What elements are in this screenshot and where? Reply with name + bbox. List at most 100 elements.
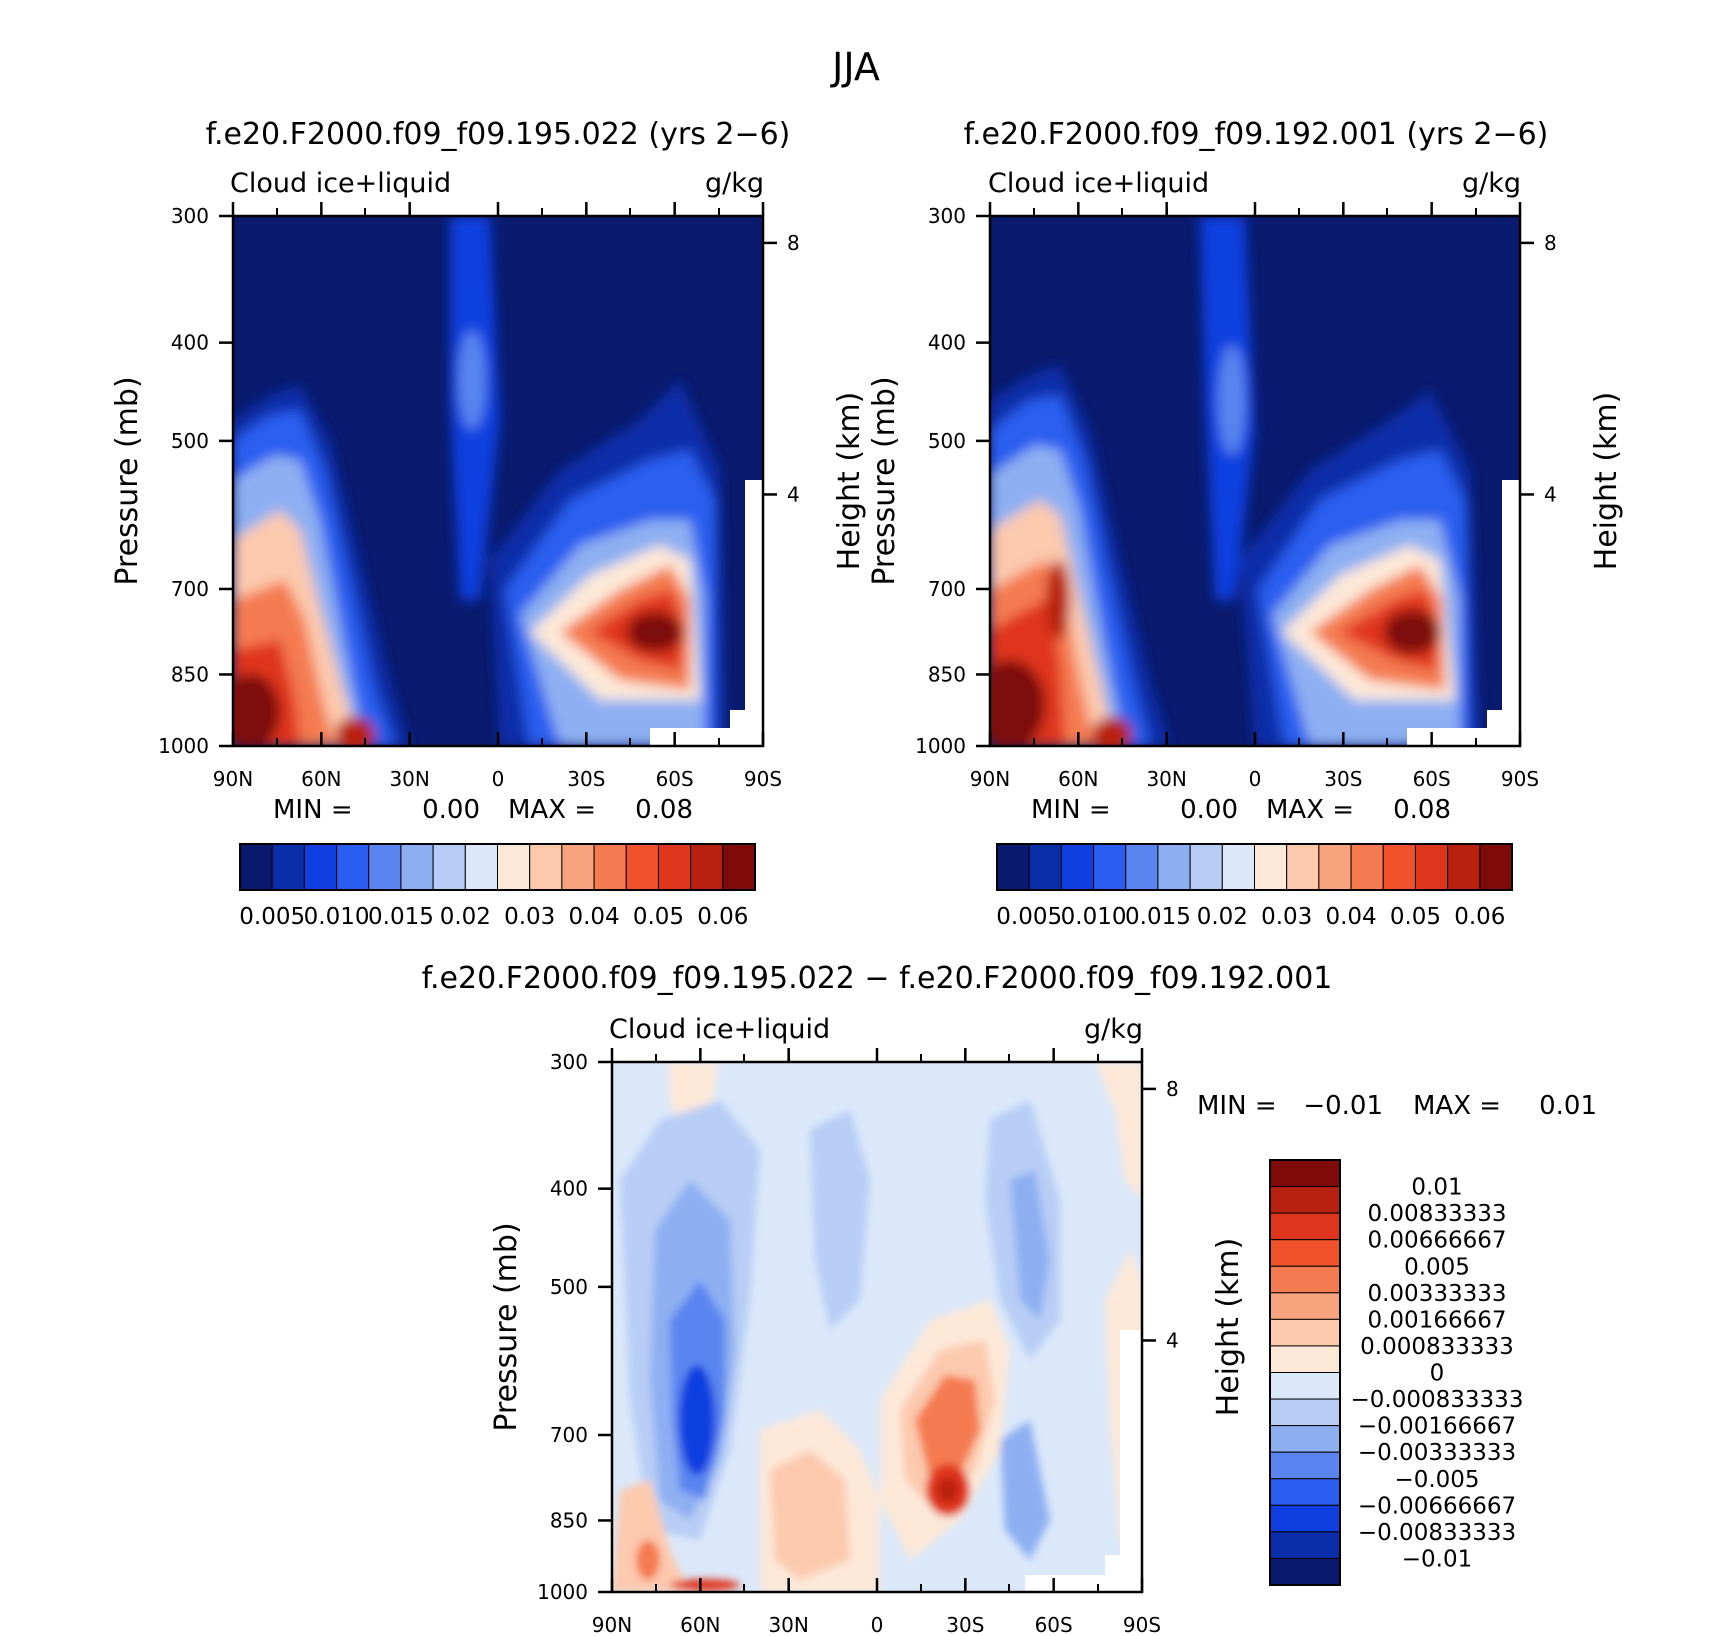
panel-a-min-value: 0.00 xyxy=(422,795,480,825)
panel-c-negative-east-3 xyxy=(1000,1420,1050,1560)
panel-c-negative-core xyxy=(679,1365,715,1475)
panel-c-x-tick-label: 0 xyxy=(871,1613,884,1636)
panel-a-y-tick-label: 500 xyxy=(171,429,209,453)
panel-b-colorbar-label: 0.015 xyxy=(1125,904,1191,930)
panel-c-colorbar-swatch xyxy=(1269,1372,1341,1400)
panel-c-colorbar-label: 0.00666667 xyxy=(1367,1228,1506,1254)
panel-a-x-tick-label: 0 xyxy=(492,767,505,791)
panel-c-max-label: MAX = xyxy=(1413,1091,1501,1121)
panel-a-colorbar-swatch xyxy=(690,843,724,891)
panel-b-colorbar-label: 0.04 xyxy=(1325,904,1376,930)
panel-a-colorbar-swatch xyxy=(625,843,659,891)
figure-title: JJA xyxy=(830,45,880,89)
panel-a-sh-max xyxy=(627,612,683,652)
panel-a-y-tick-label: 300 xyxy=(171,204,209,228)
panel-b-y2-tick-label: 4 xyxy=(1544,482,1557,506)
panel-a-nh-secondary xyxy=(335,717,375,746)
panel-c-y2label: Height (km) xyxy=(1211,1238,1246,1417)
panel-c-y2-tick-label: 4 xyxy=(1166,1328,1179,1352)
panel-b-colorbar-swatch xyxy=(1318,843,1352,891)
panel-a-ylabel: Pressure (mb) xyxy=(110,376,145,585)
panel-c-title: f.e20.F2000.f09_f09.195.022 − f.e20.F200… xyxy=(422,961,1333,996)
panel-b-x-tick-label: 30N xyxy=(1146,767,1186,791)
panel-b-colorbar-swatch xyxy=(1157,843,1191,891)
panel-b-units-label: g/kg xyxy=(1462,168,1521,199)
panel-b-ylabel: Pressure (mb) xyxy=(867,376,902,585)
panel-c-x-tick-label: 90S xyxy=(1123,1613,1161,1636)
panel-a-x-tick-label: 60S xyxy=(656,767,694,791)
panel-c-variable-label: Cloud ice+liquid xyxy=(609,1014,830,1045)
panel-c-masked-area xyxy=(1025,1330,1142,1592)
panel-a-units-label: g/kg xyxy=(705,168,764,199)
panel-a-colorbar-label: 0.03 xyxy=(504,904,555,930)
panel-b-colorbar-swatch xyxy=(1125,843,1159,891)
panel-a-y2-tick-label: 4 xyxy=(787,482,800,506)
panel-b-colorbar-swatch xyxy=(996,843,1030,891)
panel-b-colorbar-swatch xyxy=(1221,843,1255,891)
panel-b-nh-core xyxy=(1046,560,1070,640)
panel-a-colorbar-label: 0.02 xyxy=(440,904,491,930)
panel-b: f.e20.F2000.f09_f09.192.001 (yrs 2−6) Cl… xyxy=(964,117,1549,748)
panel-a-colorbar-swatch xyxy=(529,843,563,891)
panel-b-colorbar-swatch xyxy=(1028,843,1062,891)
axes-layer: 90N 60N 30N 0 30S 60S 90S300400500700850100084… xyxy=(110,202,1624,1636)
panel-c-positive-peak xyxy=(938,1478,958,1502)
panel-b-colorbar-swatch xyxy=(1093,843,1127,891)
panel-c-colorbar-swatch xyxy=(1269,1398,1341,1427)
panel-b-nh-secondary xyxy=(1092,717,1132,746)
panel-c-colorbar-label: 0 xyxy=(1430,1361,1445,1387)
panel-c-colorbar-swatch xyxy=(1269,1478,1341,1506)
panel-b-colorbar-swatch xyxy=(1254,843,1288,891)
panel-b-min-label: MIN = xyxy=(1031,795,1111,825)
panel-c-y2-tick-label: 8 xyxy=(1166,1077,1179,1101)
panel-c-colorbar-label: 0.00333333 xyxy=(1367,1281,1506,1307)
panel-b-y-tick-label: 1000 xyxy=(915,734,966,758)
panel-c-colorbar-swatch xyxy=(1269,1292,1341,1320)
panel-b-colorbar-swatch xyxy=(1350,843,1384,891)
panel-a-colorbar-swatch xyxy=(561,843,595,891)
panel-c-x-tick-label: 60N xyxy=(680,1613,720,1636)
panel-a-max-value: 0.08 xyxy=(635,795,693,825)
panel-c-y-tick-label: 500 xyxy=(550,1275,588,1299)
panel-c-colorbar-label: −0.00666667 xyxy=(1358,1493,1516,1519)
panel-c-colorbar-swatch xyxy=(1269,1239,1341,1267)
panel-a-colorbar-label: 0.05 xyxy=(633,904,684,930)
panel-c-positive-top-sh xyxy=(1095,1062,1142,1200)
panel-a-y2-tick-label: 8 xyxy=(787,231,800,255)
panel-a-colorbar-label: 0.06 xyxy=(697,904,748,930)
panel-b-equatorial-core xyxy=(1218,345,1246,455)
panel-a-colorbar-swatch xyxy=(722,843,756,891)
panel-c-colorbar-frame xyxy=(1269,1159,1341,1586)
panel-b-y-tick-label: 850 xyxy=(928,662,966,686)
panel-b-field xyxy=(990,216,1520,746)
panel-b-colorbar-label: 0.03 xyxy=(1261,904,1312,930)
panel-c-colorbar-swatch xyxy=(1269,1504,1341,1533)
panel-c-colorbar-swatch xyxy=(1269,1451,1341,1480)
panel-a-colorbar-swatch xyxy=(432,843,466,891)
panel-b-x-tick-label: 0 xyxy=(1249,767,1262,791)
panel-c-positive-mid-2 xyxy=(770,1450,850,1580)
panel-a-y-tick-label: 1000 xyxy=(158,734,209,758)
panel-b-x-tick-label: 60N xyxy=(1058,767,1098,791)
panel-c-max-value: 0.01 xyxy=(1539,1091,1597,1121)
panel-b-y-tick-label: 300 xyxy=(928,204,966,228)
panel-b-y2label: Height (km) xyxy=(1589,392,1624,571)
panel-c-y-tick-label: 1000 xyxy=(537,1580,588,1604)
panel-c-y-tick-label: 850 xyxy=(550,1508,588,1532)
panel-a-title: f.e20.F2000.f09_f09.195.022 (yrs 2−6) xyxy=(206,117,791,152)
panel-c-colorbar-swatch xyxy=(1269,1212,1341,1241)
panel-a-x-tick-label: 90N xyxy=(213,767,253,791)
panel-c-colorbar-label: 0.005 xyxy=(1404,1254,1470,1280)
panel-b-title: f.e20.F2000.f09_f09.192.001 (yrs 2−6) xyxy=(964,117,1549,152)
panel-c-negative-mid xyxy=(810,1110,870,1330)
panel-c-colorbar-swatch xyxy=(1269,1557,1341,1586)
panel-c-colorbar-swatch xyxy=(1269,1425,1341,1453)
panel-c-units-label: g/kg xyxy=(1084,1014,1143,1045)
panel-a-y-tick-label: 850 xyxy=(171,662,209,686)
panel-a-colorbar-label: 0.010 xyxy=(304,904,370,930)
panel-c-colorbar-label: 0.000833333 xyxy=(1360,1334,1514,1360)
panel-b-x-tick-label: 30S xyxy=(1324,767,1362,791)
panel-c-colorbar-swatch xyxy=(1269,1345,1341,1373)
panel-a-equatorial-core xyxy=(458,330,486,430)
